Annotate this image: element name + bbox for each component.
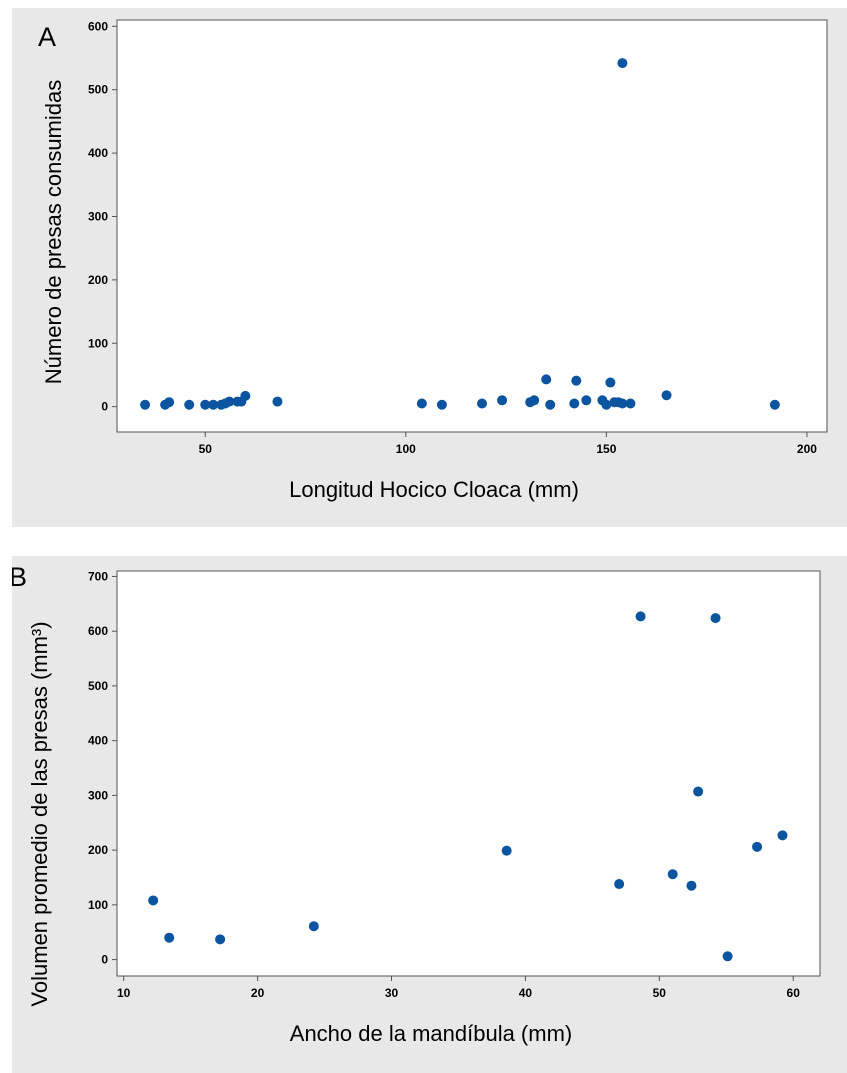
- data-point-b: [710, 613, 721, 624]
- scatter-plot-b: B Ancho de la mandíbula (mm) Volumen pro…: [12, 562, 821, 1046]
- y-tick-label-a: 400: [88, 146, 108, 160]
- data-point-a: [240, 390, 251, 401]
- data-point-a: [497, 395, 508, 406]
- data-point-a: [200, 399, 211, 410]
- data-point-a: [581, 395, 592, 406]
- x-tick-label-a: 200: [797, 442, 817, 456]
- data-point-b: [148, 895, 159, 906]
- y-axis-title-b: Volumen promedio de las presas (mm³): [27, 621, 52, 1006]
- panel-label-a: A: [38, 22, 56, 52]
- data-point-a: [625, 398, 636, 409]
- data-point-a: [140, 399, 151, 410]
- chart-panel-b: B Ancho de la mandíbula (mm) Volumen pro…: [12, 556, 847, 1073]
- data-point-a: [164, 397, 175, 408]
- data-point-a: [545, 399, 556, 410]
- y-tick-label-b: 500: [88, 679, 108, 693]
- x-tick-label-a: 150: [596, 442, 616, 456]
- x-tick-label-b: 20: [251, 986, 265, 1000]
- data-point-b: [164, 932, 175, 943]
- x-tick-label-b: 30: [385, 986, 399, 1000]
- data-point-a: [477, 398, 488, 409]
- scatter-plot-a: A Longitud Hocico Cloaca (mm) Número de …: [38, 19, 828, 502]
- data-point-a: [617, 398, 628, 409]
- plot-area-a: [116, 19, 828, 433]
- data-point-a: [224, 396, 235, 407]
- y-tick-label-a: 0: [101, 400, 108, 414]
- data-point-b: [215, 934, 226, 945]
- data-point-a: [208, 399, 219, 410]
- x-axis-title-b: Ancho de la mandíbula (mm): [290, 1021, 572, 1046]
- data-point-b: [308, 921, 319, 932]
- data-point-a: [617, 58, 628, 69]
- data-point-a: [661, 390, 672, 401]
- data-point-b: [722, 951, 733, 962]
- y-tick-label-b: 600: [88, 624, 108, 638]
- y-tick-label-a: 300: [88, 209, 108, 223]
- data-point-a: [769, 399, 780, 410]
- y-tick-label-a: 200: [88, 273, 108, 287]
- data-point-a: [529, 395, 540, 406]
- x-axis-title-a: Longitud Hocico Cloaca (mm): [289, 477, 579, 502]
- data-point-b: [752, 841, 763, 852]
- x-tick-label-a: 100: [396, 442, 416, 456]
- data-point-a: [571, 375, 582, 386]
- y-tick-label-b: 700: [88, 569, 108, 583]
- x-tick-label-b: 60: [787, 986, 801, 1000]
- data-point-b: [686, 880, 697, 891]
- panel-label-b: B: [12, 562, 27, 592]
- data-point-b: [635, 611, 646, 622]
- y-tick-label-b: 400: [88, 734, 108, 748]
- y-tick-label-a: 600: [88, 19, 108, 33]
- y-tick-label-b: 0: [101, 953, 108, 967]
- data-point-a: [541, 374, 552, 385]
- data-point-b: [777, 830, 788, 841]
- data-point-b: [614, 879, 625, 890]
- y-tick-label-a: 100: [88, 336, 108, 350]
- y-axis-title-a: Número de presas consumidas: [41, 80, 66, 384]
- x-tick-label-b: 40: [519, 986, 533, 1000]
- data-point-a: [416, 398, 427, 409]
- y-tick-label-b: 300: [88, 788, 108, 802]
- data-point-b: [501, 845, 512, 856]
- y-tick-label-b: 100: [88, 898, 108, 912]
- data-point-a: [605, 377, 616, 388]
- plot-area-b: [116, 570, 821, 977]
- data-point-a: [601, 399, 612, 410]
- data-point-a: [272, 396, 283, 407]
- data-point-b: [667, 869, 678, 880]
- x-tick-label-b: 10: [117, 986, 131, 1000]
- y-tick-label-a: 500: [88, 83, 108, 97]
- data-point-a: [436, 399, 447, 410]
- data-point-b: [693, 786, 704, 797]
- data-point-a: [184, 399, 195, 410]
- x-tick-label-a: 50: [199, 442, 213, 456]
- x-tick-label-b: 50: [653, 986, 667, 1000]
- chart-panel-a: A Longitud Hocico Cloaca (mm) Número de …: [12, 8, 847, 527]
- y-tick-label-b: 200: [88, 843, 108, 857]
- data-point-a: [569, 398, 580, 409]
